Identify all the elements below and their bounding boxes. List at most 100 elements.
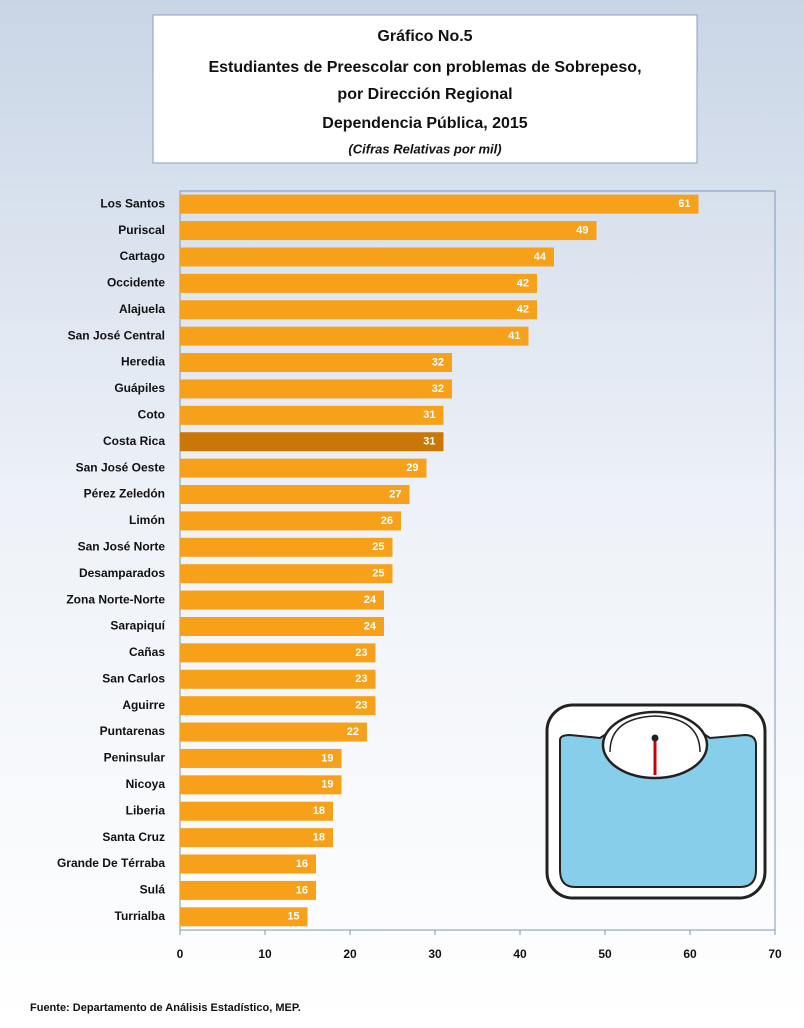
value-label: 31 (423, 436, 435, 448)
value-label: 18 (313, 805, 325, 817)
bar (180, 405, 444, 425)
chart-title: Estudiantes de Preescolar con problemas … (208, 59, 641, 76)
y-tick-label: Sarapiquí (110, 619, 165, 633)
value-label: 19 (321, 752, 333, 764)
x-tick-label: 40 (513, 947, 527, 961)
y-tick-label: Zona Norte-Norte (66, 592, 165, 606)
value-label: 44 (534, 251, 547, 263)
source-note: Fuente: Departamento de Análisis Estadís… (30, 1002, 301, 1014)
y-tick-label: Liberia (126, 803, 166, 817)
value-label: 42 (517, 277, 529, 289)
value-label: 31 (423, 409, 435, 421)
y-tick-label: Aguirre (122, 698, 165, 712)
bar (180, 326, 529, 346)
y-tick-label: Los Santos (100, 196, 165, 210)
bar (180, 353, 452, 373)
value-label: 24 (364, 620, 377, 632)
value-label: 16 (296, 884, 308, 896)
value-label: 24 (364, 594, 377, 606)
bar (180, 775, 342, 795)
chart-title: Gráfico No.5 (377, 28, 472, 45)
y-tick-label: Santa Cruz (102, 830, 165, 844)
y-tick-label: Occidente (107, 276, 165, 290)
y-tick-label: Nicoya (126, 777, 166, 791)
value-label: 16 (296, 858, 308, 870)
bar (180, 748, 342, 768)
y-tick-label: Turrialba (115, 909, 166, 923)
y-tick-label: Coto (138, 408, 165, 422)
bar (180, 722, 367, 742)
value-label: 22 (347, 726, 359, 738)
y-tick-label: Cartago (120, 249, 165, 263)
y-tick-label: Heredia (121, 355, 165, 369)
bar (180, 194, 699, 214)
chart-title: Dependencia Pública, 2015 (322, 115, 528, 132)
bar (180, 616, 384, 636)
value-label: 49 (576, 224, 588, 236)
y-tick-label: San José Norte (78, 539, 166, 553)
y-tick-label: Costa Rica (103, 434, 165, 448)
y-tick-label: San José Oeste (76, 460, 166, 474)
value-label: 29 (406, 462, 418, 474)
bar (180, 221, 597, 241)
value-label: 18 (313, 832, 325, 844)
value-label: 23 (355, 647, 367, 659)
x-tick-label: 60 (683, 947, 697, 961)
y-tick-label: Pérez Zeledón (84, 487, 165, 501)
bar (180, 907, 308, 927)
bar (180, 854, 316, 874)
value-label: 32 (432, 383, 444, 395)
x-tick-label: 70 (768, 947, 782, 961)
chart-subtitle: (Cifras Relativas por mil) (348, 141, 501, 156)
title-box (152, 14, 698, 164)
y-tick-label: Sulá (140, 883, 166, 897)
y-tick-label: Grande De Térraba (57, 856, 165, 870)
chart-title: por Dirección Regional (337, 86, 512, 103)
bar (180, 485, 410, 505)
bar (180, 458, 427, 478)
y-tick-label: Desamparados (79, 566, 165, 580)
x-tick-label: 10 (258, 947, 272, 961)
y-tick-label: San José Central (68, 328, 165, 342)
value-label: 19 (321, 779, 333, 791)
y-tick-label: Cañas (129, 645, 165, 659)
value-label: 25 (372, 568, 384, 580)
bar (180, 696, 376, 716)
bar (180, 537, 393, 557)
scale-icon (545, 703, 767, 900)
bar (180, 432, 444, 452)
value-label: 32 (432, 356, 444, 368)
value-label: 23 (355, 700, 367, 712)
bar (180, 300, 537, 320)
y-tick-label: Guápiles (114, 381, 165, 395)
value-label: 23 (355, 673, 367, 685)
value-label: 27 (389, 488, 401, 500)
y-tick-label: Puntarenas (100, 724, 166, 738)
y-tick-label: Alajuela (119, 302, 165, 316)
value-label: 25 (372, 541, 384, 553)
bar (180, 828, 333, 848)
bar (180, 590, 384, 610)
x-tick-label: 0 (177, 947, 184, 961)
value-label: 42 (517, 304, 529, 316)
bar (180, 564, 393, 584)
bar (180, 880, 316, 900)
y-tick-label: Puriscal (118, 223, 165, 237)
bar (180, 379, 452, 399)
bar (180, 669, 376, 689)
y-tick-label: Peninsular (104, 751, 166, 765)
plot-frame (179, 190, 776, 931)
bar (180, 511, 401, 531)
x-tick-label: 30 (428, 947, 442, 961)
value-label: 61 (678, 198, 690, 210)
value-label: 15 (287, 911, 299, 923)
bar (180, 247, 554, 267)
y-tick-label: Limón (129, 513, 165, 527)
bar (180, 801, 333, 821)
bar (180, 273, 537, 293)
x-tick-label: 50 (598, 947, 612, 961)
bar (180, 643, 376, 663)
x-tick-label: 20 (343, 947, 357, 961)
